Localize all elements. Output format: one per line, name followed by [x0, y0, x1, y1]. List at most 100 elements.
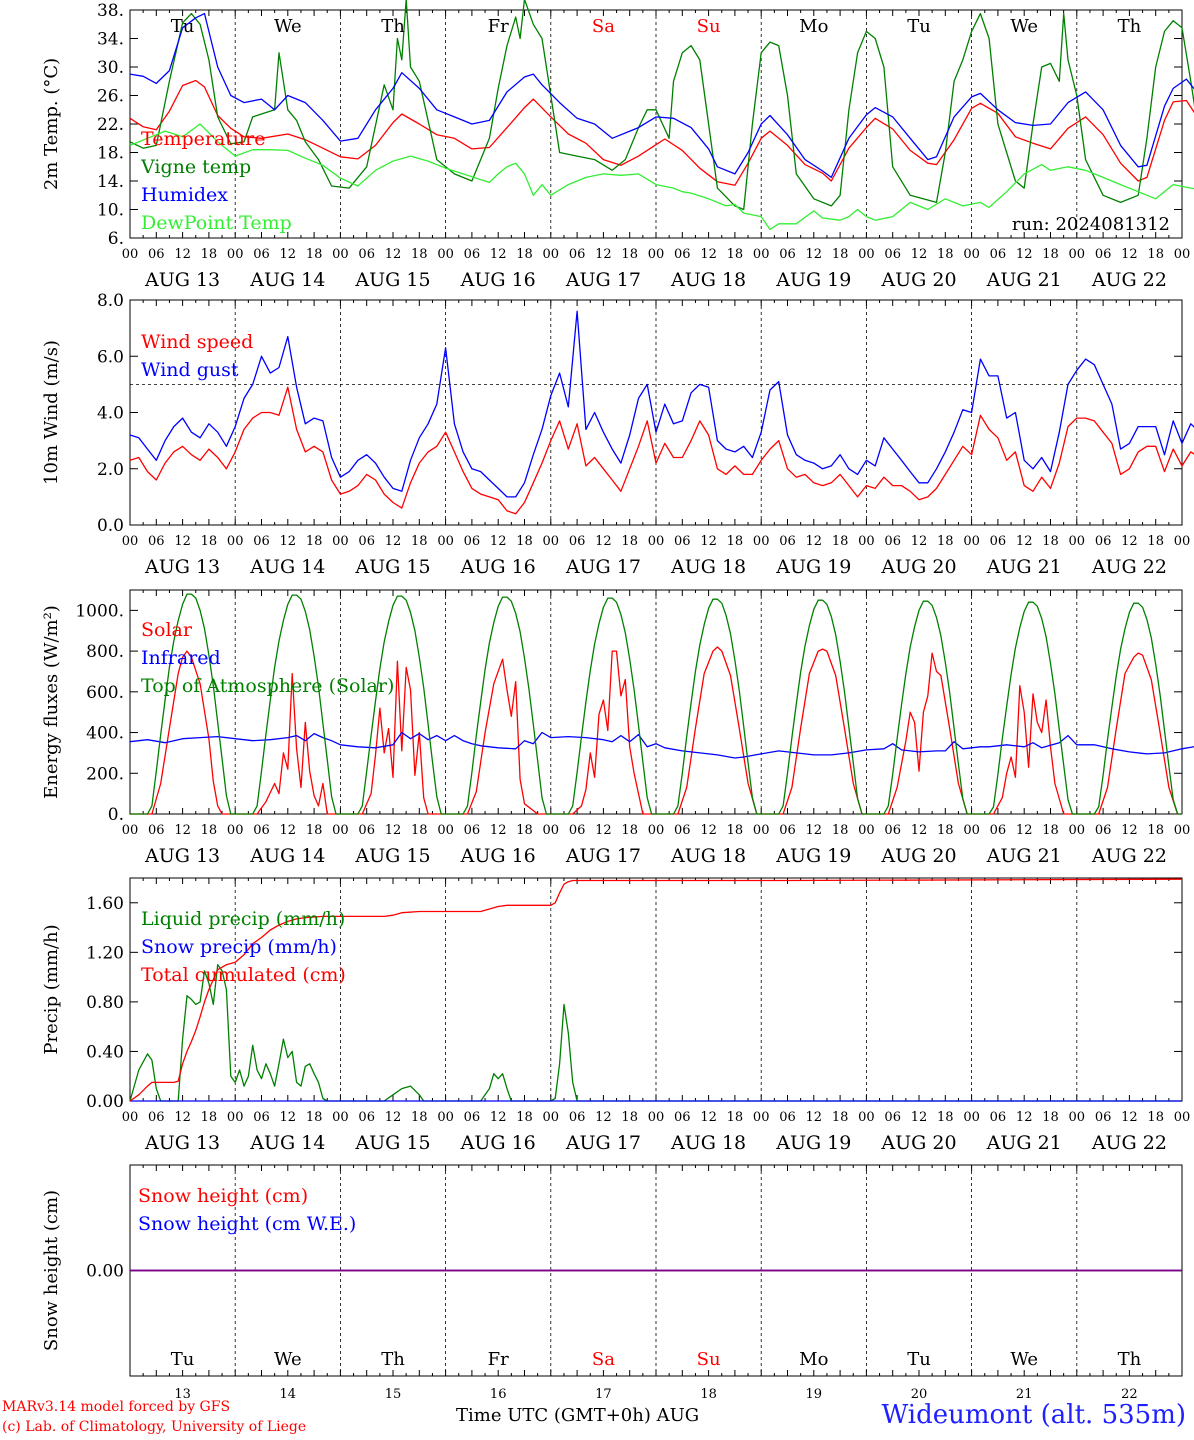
hour-tick-label: 12: [911, 823, 928, 838]
y-tick-label: 22.: [97, 115, 124, 135]
hour-tick-label: 18: [411, 823, 428, 838]
hour-tick-label: 18: [727, 534, 744, 549]
hour-tick-label: 00: [437, 247, 454, 262]
hour-tick-label: 18: [727, 1110, 744, 1125]
series-line: [129, 79, 1194, 186]
hour-tick-label: 18: [832, 247, 849, 262]
hour-tick-label: 00: [122, 823, 139, 838]
y-tick-label: 0.0: [97, 516, 124, 536]
y-tick-label: 30.: [97, 58, 124, 78]
hour-tick-label: 06: [674, 247, 691, 262]
hour-tick-label: 06: [1095, 823, 1112, 838]
y-axis-title: Energy fluxes (W/m²): [41, 605, 62, 799]
hour-tick-label: 06: [990, 1110, 1007, 1125]
hour-tick-label: 06: [779, 823, 796, 838]
date-label: AUG 21: [986, 269, 1062, 291]
day-number-label: 14: [280, 1387, 297, 1402]
hour-tick-label: 00: [1069, 534, 1086, 549]
y-tick-label: 34.: [97, 30, 124, 50]
hour-tick-label: 06: [884, 823, 901, 838]
hour-tick-label: 12: [911, 534, 928, 549]
y-axis-title: 2m Temp. (°C): [41, 58, 62, 190]
date-label: AUG 19: [775, 269, 851, 291]
hour-tick-label: 00: [122, 1110, 139, 1125]
hour-tick-label: 00: [753, 1110, 770, 1125]
date-label: AUG 18: [670, 845, 746, 867]
y-tick-label: 10.: [97, 201, 124, 221]
hour-tick-label: 18: [1042, 1110, 1059, 1125]
day-number-label: 16: [490, 1387, 507, 1402]
hour-tick-label: 18: [306, 534, 323, 549]
date-label: AUG 22: [1091, 556, 1167, 578]
hour-tick-label: 18: [201, 823, 218, 838]
date-label: AUG 13: [144, 845, 220, 867]
hour-tick-label: 18: [937, 1110, 954, 1125]
hour-tick-label: 06: [1095, 1110, 1112, 1125]
hour-tick-label: 06: [253, 534, 270, 549]
date-label: AUG 15: [354, 845, 430, 867]
hour-tick-label: 18: [306, 1110, 323, 1125]
hour-tick-label: 00: [1174, 247, 1191, 262]
series-line: [130, 593, 1182, 815]
hour-tick-label: 00: [963, 534, 980, 549]
date-label: AUG 19: [775, 845, 851, 867]
plot-frame: [129, 299, 1183, 526]
legend-entry: Snow height (cm): [138, 1185, 308, 1207]
panel-wind: 0.0 2.0 4.0 6.0 8.0 10m Wind (m/s) Wind speed W…: [41, 291, 1194, 578]
weekday-label: Tu: [907, 16, 931, 37]
date-label: AUG 13: [144, 269, 220, 291]
time-axis-label: Time UTC (GMT+0h) AUG: [456, 1405, 700, 1426]
hour-tick-label: 00: [753, 247, 770, 262]
hour-tick-label: 06: [148, 1110, 165, 1125]
date-label: AUG 16: [460, 845, 536, 867]
y-tick-label: 0.40: [86, 1042, 124, 1062]
hour-tick-label: 12: [1016, 247, 1033, 262]
day-number-label: 21: [1016, 1387, 1033, 1402]
hour-tick-label: 18: [1147, 1110, 1164, 1125]
hour-tick-label: 18: [411, 534, 428, 549]
day-number-label: 15: [385, 1387, 402, 1402]
hour-tick-label: 18: [1147, 534, 1164, 549]
legend-entry: Solar: [141, 619, 193, 641]
hour-tick-label: 12: [174, 823, 191, 838]
y-tick-label: 0.: [108, 805, 124, 825]
weekday-label: Th: [1118, 1349, 1142, 1370]
hour-tick-label: 00: [858, 823, 875, 838]
hour-tick-label: 06: [464, 534, 481, 549]
panel-snow: 0.00 Snow height (cm) Snow height (cm) Snow…: [41, 1164, 1183, 1402]
hour-tick-label: 00: [1174, 534, 1191, 549]
hour-tick-label: 00: [1069, 1110, 1086, 1125]
weekday-label: Tu: [171, 16, 195, 37]
hour-tick-label: 06: [1095, 534, 1112, 549]
weekday-label: Su: [697, 16, 721, 37]
hour-tick-label: 00: [648, 823, 665, 838]
hour-tick-label: 06: [358, 1110, 375, 1125]
hour-tick-label: 00: [963, 247, 980, 262]
date-label: AUG 20: [880, 269, 956, 291]
weekday-label: Th: [1118, 16, 1142, 37]
date-label: AUG 14: [249, 845, 325, 867]
hour-tick-label: 06: [884, 534, 901, 549]
hour-tick-label: 06: [569, 823, 586, 838]
date-label: AUG 15: [354, 269, 430, 291]
hour-tick-label: 06: [148, 247, 165, 262]
date-label: AUG 13: [144, 1132, 220, 1154]
hour-tick-label: 06: [990, 534, 1007, 549]
hour-tick-label: 18: [1042, 823, 1059, 838]
hour-tick-label: 12: [174, 1110, 191, 1125]
legend-entry: Top of Atmosphere (Solar): [141, 675, 394, 697]
hour-tick-label: 06: [884, 247, 901, 262]
date-label: AUG 17: [565, 556, 641, 578]
hour-tick-label: 12: [911, 1110, 928, 1125]
date-label: AUG 17: [565, 1132, 641, 1154]
hour-tick-label: 12: [280, 534, 297, 549]
y-tick-label: 26.: [97, 87, 124, 107]
hour-tick-label: 06: [253, 247, 270, 262]
hour-tick-label: 06: [674, 823, 691, 838]
legend-entry: Wind speed: [141, 331, 253, 353]
hour-tick-label: 06: [253, 823, 270, 838]
date-label: AUG 14: [249, 556, 325, 578]
hour-tick-label: 12: [806, 534, 823, 549]
date-label: AUG 20: [880, 1132, 956, 1154]
weekday-label: Th: [381, 1349, 405, 1370]
